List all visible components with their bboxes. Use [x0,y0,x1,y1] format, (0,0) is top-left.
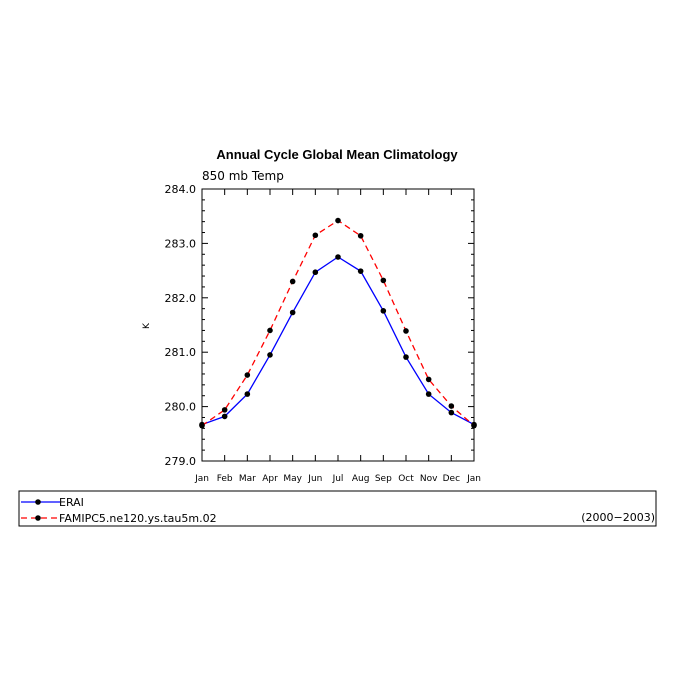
x-tick-label: Jul [332,474,344,484]
data-point-erai [335,254,341,260]
data-point-erai [448,409,455,416]
x-tick-label: Jun [307,474,322,484]
x-tick-label: May [283,474,302,484]
data-point-erai [244,391,251,397]
series-line-famipc5 [201,219,475,427]
series-line-erai [201,256,475,426]
x-tick-label: Feb [217,474,233,484]
plot-area: 279.0 280.0 281.0 282.0 283.0 284.0 Jan Feb Mar A… [165,183,481,484]
chart-subtitle: 850 mb Temp [202,169,284,183]
data-point-erai [289,309,296,316]
x-tick-label: Aug [352,474,370,484]
x-tick-label: Mar [239,474,256,484]
data-point-famipc5 [357,232,364,239]
data-point-erai [380,308,387,314]
x-tick-label: Dec [443,474,460,484]
data-point-famipc5 [289,278,296,285]
data-point-famipc5 [471,422,477,429]
x-tick-label: Jan [466,474,481,484]
x-tick-label: Nov [420,474,438,484]
x-tick-label: Jan [194,474,209,484]
data-point-famipc5 [335,217,341,224]
y-tick-label: 280.0 [165,401,197,414]
chart-title: Annual Cycle Global Mean Climatology [216,147,458,162]
data-point-famipc5 [380,277,387,284]
data-point-erai [403,354,409,360]
y-tick-label: 284.0 [165,183,197,196]
data-point-erai [221,413,228,420]
legend-label-famipc5: FAMIPC5.ne120.ys.tau5m.02 [59,512,217,525]
y-tick-label: 282.0 [165,292,197,305]
y-tick-label: 283.0 [165,237,197,250]
x-tick-label: Sep [375,474,392,484]
data-point-famipc5 [425,376,432,383]
data-point-erai [357,268,364,274]
y-axis-label: K [142,322,152,329]
x-tick-label: Apr [262,474,278,484]
data-point-famipc5 [244,372,251,378]
period-label: (2000−2003) [581,511,655,524]
data-point-famipc5 [403,328,409,334]
x-tick-label: Oct [398,474,414,484]
data-point-famipc5 [312,232,319,239]
y-tick-label: 281.0 [165,346,197,359]
legend-box [18,490,657,527]
data-point-erai [312,269,319,276]
data-point-erai [425,391,432,397]
y-tick-label: 279.0 [165,455,197,468]
legend-label-erai: ERAI [59,496,84,509]
data-point-famipc5 [267,327,273,334]
legend: ERAI FAMIPC5.ne120.ys.tau5m.02 [18,490,657,527]
legend-marker-famipc5 [35,515,41,521]
data-point-famipc5 [199,422,205,429]
data-point-famipc5 [221,407,228,413]
data-point-famipc5 [448,403,455,409]
legend-marker-erai [35,499,41,505]
plot-frame [201,188,475,462]
data-point-erai [267,352,273,358]
